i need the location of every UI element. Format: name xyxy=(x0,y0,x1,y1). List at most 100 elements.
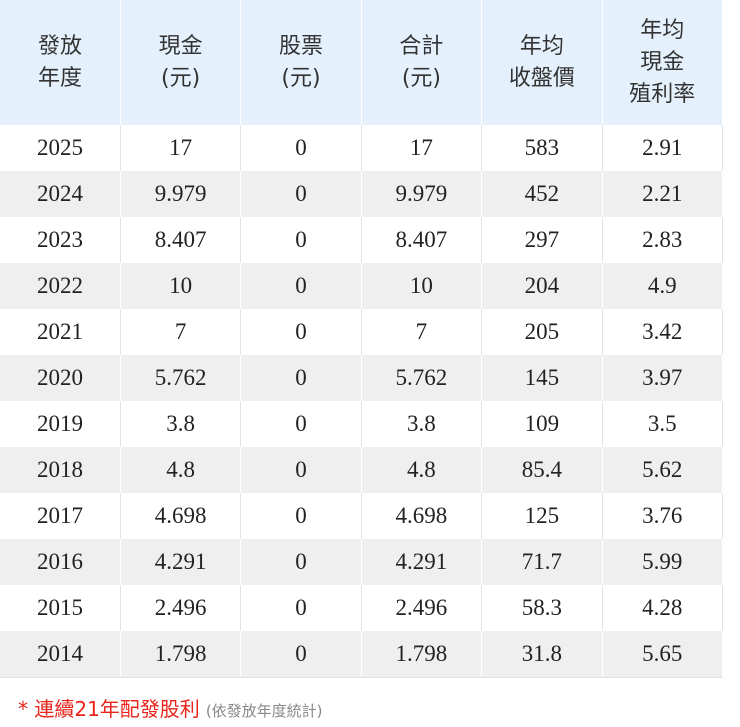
table-cell: 0 xyxy=(240,217,362,263)
table-cell: 2025 xyxy=(0,125,121,171)
table-cell: 0 xyxy=(240,171,362,217)
table-cell: 0 xyxy=(240,493,362,539)
header-line: 收盤價 xyxy=(508,65,575,91)
table-cell: 2.496 xyxy=(361,585,483,631)
table-cell: 5.99 xyxy=(602,539,724,585)
header-cell: 現金 (元) xyxy=(120,0,242,125)
table-cell: 4.291 xyxy=(361,539,483,585)
table-cell: 5.762 xyxy=(361,355,483,401)
table-cell: 7 xyxy=(361,309,483,355)
table-cell: 2.21 xyxy=(602,171,724,217)
header-cell: 發放 年度 xyxy=(0,0,121,125)
table-cell: 297 xyxy=(481,217,603,263)
table-row: 2025 17 0 17 583 2.91 xyxy=(0,125,724,171)
header-cell: 股票 (元) xyxy=(240,0,362,125)
table-cell: 0 xyxy=(240,125,362,171)
table-cell: 10 xyxy=(120,263,242,309)
header-line: 發放 xyxy=(37,33,82,59)
table-row: 2015 2.496 0 2.496 58.3 4.28 xyxy=(0,585,724,631)
table-cell: 2017 xyxy=(0,493,121,539)
table-row: 2023 8.407 0 8.407 297 2.83 xyxy=(0,217,724,263)
table-cell: 9.979 xyxy=(361,171,483,217)
table-cell: 2019 xyxy=(0,401,121,447)
table-cell: 4.698 xyxy=(361,493,483,539)
table-cell: 3.8 xyxy=(120,401,242,447)
dividend-table: 發放 年度 現金 (元) 股票 (元) 合計 (元) 年均 收盤價 年均 現金 殖利率 2025 17 0 1… xyxy=(0,0,724,678)
table-cell: 4.8 xyxy=(120,447,242,493)
table-cell: 9.979 xyxy=(120,171,242,217)
table-cell: 2015 xyxy=(0,585,121,631)
table-cell: 0 xyxy=(240,355,362,401)
table-cell: 0 xyxy=(240,539,362,585)
footer: * 連續21年配發股利 (依發放年度統計) xyxy=(18,693,323,722)
table-cell: 2018 xyxy=(0,447,121,493)
table-cell: 7 xyxy=(120,309,242,355)
table-cell: 4.8 xyxy=(361,447,483,493)
header-line: 年度 xyxy=(37,65,82,91)
header-line: 年均 xyxy=(519,33,564,59)
table-cell: 2014 xyxy=(0,631,121,678)
table-cell: 10 xyxy=(361,263,483,309)
table-cell: 2024 xyxy=(0,171,121,217)
header-line: 股票 xyxy=(279,33,324,59)
table-row: 2014 1.798 0 1.798 31.8 5.65 xyxy=(0,631,724,678)
table-cell: 0 xyxy=(240,585,362,631)
table-cell: 5.762 xyxy=(120,355,242,401)
footer-note: * 連續21年配發股利 xyxy=(18,697,200,721)
header-row: 發放 年度 現金 (元) 股票 (元) 合計 (元) 年均 收盤價 年均 現金 殖利率 xyxy=(0,0,724,125)
table-cell: 4.9 xyxy=(602,263,724,309)
table-cell: 0 xyxy=(240,401,362,447)
table-cell: 3.76 xyxy=(602,493,724,539)
header-line: (元) xyxy=(161,65,201,91)
table-cell: 0 xyxy=(240,263,362,309)
table-cell: 31.8 xyxy=(481,631,603,678)
table-row: 2016 4.291 0 4.291 71.7 5.99 xyxy=(0,539,724,585)
table-cell: 2016 xyxy=(0,539,121,585)
table-cell: 58.3 xyxy=(481,585,603,631)
table-row: 2020 5.762 0 5.762 145 3.97 xyxy=(0,355,724,401)
header-line: (元) xyxy=(281,65,321,91)
table-cell: 85.4 xyxy=(481,447,603,493)
footer-subnote: (依發放年度統計) xyxy=(205,702,323,720)
table-cell: 4.698 xyxy=(120,493,242,539)
table-cell: 0 xyxy=(240,447,362,493)
table-cell: 71.7 xyxy=(481,539,603,585)
table-cell: 145 xyxy=(481,355,603,401)
table-cell: 8.407 xyxy=(361,217,483,263)
table-cell: 2.83 xyxy=(602,217,724,263)
table-cell: 17 xyxy=(120,125,242,171)
table-cell: 2.91 xyxy=(602,125,724,171)
table-row: 2017 4.698 0 4.698 125 3.76 xyxy=(0,493,724,539)
header-line: 現金 xyxy=(640,49,685,75)
table-cell: 204 xyxy=(481,263,603,309)
table-cell: 2020 xyxy=(0,355,121,401)
table-cell: 205 xyxy=(481,309,603,355)
table-cell: 452 xyxy=(481,171,603,217)
table-body: 2025 17 0 17 583 2.91 2024 9.979 0 9.979 452 2.21 20… xyxy=(0,125,724,678)
table-row: 2019 3.8 0 3.8 109 3.5 xyxy=(0,401,724,447)
table-cell: 1.798 xyxy=(120,631,242,678)
table-row: 2021 7 0 7 205 3.42 xyxy=(0,309,724,355)
table-row: 2024 9.979 0 9.979 452 2.21 xyxy=(0,171,724,217)
header-line: 現金 xyxy=(158,33,203,59)
table-cell: 5.62 xyxy=(602,447,724,493)
table-cell: 0 xyxy=(240,309,362,355)
table-cell: 3.5 xyxy=(602,401,724,447)
table-cell: 4.291 xyxy=(120,539,242,585)
table-cell: 8.407 xyxy=(120,217,242,263)
table-cell: 583 xyxy=(481,125,603,171)
table-cell: 2.496 xyxy=(120,585,242,631)
table-cell: 4.28 xyxy=(602,585,724,631)
table-cell: 2023 xyxy=(0,217,121,263)
table-cell: 0 xyxy=(240,631,362,678)
table-cell: 2021 xyxy=(0,309,121,355)
table-cell: 3.97 xyxy=(602,355,724,401)
table-row: 2022 10 0 10 204 4.9 xyxy=(0,263,724,309)
header-cell: 年均 現金 殖利率 xyxy=(602,0,724,125)
table-cell: 1.798 xyxy=(361,631,483,678)
table-cell: 109 xyxy=(481,401,603,447)
header-cell: 年均 收盤價 xyxy=(481,0,603,125)
table-row: 2018 4.8 0 4.8 85.4 5.62 xyxy=(0,447,724,493)
table-cell: 17 xyxy=(361,125,483,171)
